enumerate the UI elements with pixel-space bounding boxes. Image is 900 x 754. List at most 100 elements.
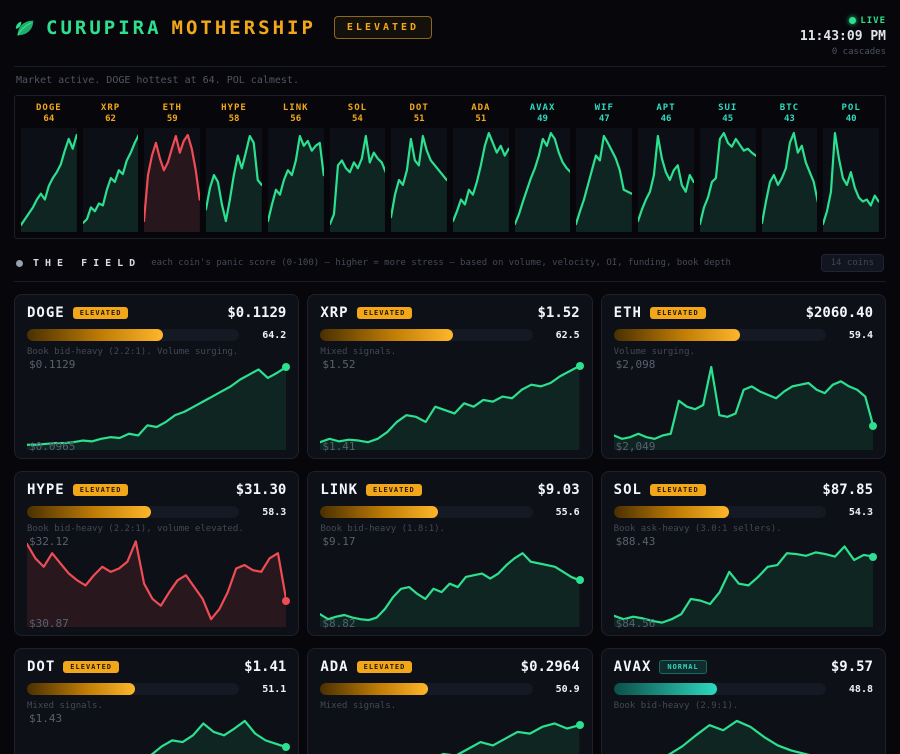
coin-price: $9.57 [830, 659, 873, 675]
ticker-cell[interactable]: DOGE 64 [21, 103, 77, 232]
ticker-score: 51 [413, 114, 425, 124]
panic-score-value: 54.3 [848, 506, 873, 518]
panic-score-bar-track [320, 329, 533, 341]
ticker-cell[interactable]: AVAX 49 [514, 103, 571, 232]
chart-low-label: $30.87 [29, 617, 69, 630]
chart-high-label: $9.17 [322, 535, 356, 548]
ticker-panel: DOGE 64 XRP 62 ETH 59 HYPE 58 LINK 56 SO… [14, 95, 886, 239]
panic-score-value: 59.4 [848, 329, 873, 341]
chart-last-point-dot [869, 422, 877, 431]
ticker-symbol: DOGE [36, 103, 62, 113]
panic-score-row: 54.3 [613, 506, 873, 518]
coin-card-header: SOL ELEVATED $87.85 [614, 482, 873, 498]
panic-score-row: 58.3 [27, 506, 286, 518]
coin-card-header: DOT ELEVATED $1.41 [27, 659, 286, 675]
ticker-strip: DOGE 64 XRP 62 ETH 59 HYPE 58 LINK 56 SO… [21, 103, 879, 232]
coin-price: $2060.40 [805, 305, 873, 321]
ticker-cell[interactable]: BTC 43 [761, 103, 818, 232]
chart-high-label: $1.43 [29, 712, 63, 725]
panic-score-bar-track [320, 506, 533, 518]
leaf-logo-icon [15, 20, 34, 36]
coin-caption: Book bid-heavy (1.8:1). [320, 524, 445, 534]
live-dot-icon [849, 17, 857, 24]
ticker-sparkline [576, 128, 633, 232]
ticker-sparkline [329, 128, 386, 232]
coin-price: $0.1129 [227, 305, 287, 321]
ticker-cell[interactable]: LINK 56 [267, 103, 324, 232]
ticker-cell[interactable]: APT 46 [638, 103, 694, 232]
panic-score-bar-fill [613, 683, 718, 695]
ticker-sparkline [453, 128, 509, 232]
ticker-sparkline [21, 128, 77, 232]
coin-card-header: ETH ELEVATED $2060.40 [614, 305, 873, 321]
panic-score-bar-track [613, 683, 826, 695]
coin-card[interactable]: ADA ELEVATED $0.2964 50.9 Mixed signals. [307, 648, 593, 754]
ticker-score: 47 [598, 114, 610, 124]
panic-score-bar-track [320, 683, 533, 695]
ticker-cell[interactable]: DOT 51 [391, 103, 447, 232]
panic-score-value: 64.2 [262, 329, 287, 341]
app-header: CURUPIRA MOTHERSHIP ELEVATED LIVE 11:43:… [14, 0, 886, 57]
panic-score-value: 62.5 [555, 329, 580, 341]
ticker-cell[interactable]: XRP 62 [82, 103, 139, 232]
ticker-cell[interactable]: POL 40 [823, 103, 879, 232]
panic-score-value: 58.3 [262, 506, 287, 518]
ticker-symbol: AVAX [529, 103, 556, 113]
coin-status-badge: NORMAL [659, 660, 707, 674]
coin-symbol: XRP [320, 305, 349, 321]
coin-price: $1.52 [537, 305, 580, 321]
coin-price: $31.30 [235, 482, 287, 498]
coin-price-chart: $1.52 $1.41 [320, 358, 584, 453]
ticker-sparkline [761, 128, 818, 232]
coin-status-badge: ELEVATED [72, 307, 129, 319]
chart-low-label: $1.41 [322, 440, 356, 453]
ticker-score: 40 [845, 114, 857, 124]
coin-card[interactable]: LINK ELEVATED $9.03 55.6 Book bid-heavy … [307, 471, 593, 636]
coin-card-header: LINK ELEVATED $9.03 [320, 482, 579, 498]
ticker-cell[interactable]: ADA 51 [453, 103, 509, 232]
coin-symbol: DOT [27, 659, 56, 675]
coin-price-chart: $1.43 [27, 712, 291, 754]
ticker-sparkline [514, 128, 571, 232]
coin-card[interactable]: DOT ELEVATED $1.41 51.1 Mixed signals. $… [14, 648, 300, 754]
app-title-secondary: MOTHERSHIP [171, 16, 316, 39]
ticker-sparkline [823, 128, 879, 232]
ticker-cell[interactable]: SOL 54 [329, 103, 386, 232]
coin-symbol: ADA [320, 659, 349, 675]
coin-price-chart [320, 714, 584, 754]
coin-card[interactable]: HYPE ELEVATED $31.30 58.3 Book bid-heavy… [14, 471, 300, 636]
ticker-cell[interactable]: HYPE 58 [206, 103, 262, 232]
panic-score-value: 55.6 [555, 506, 580, 518]
ticker-score: 54 [352, 114, 363, 124]
ticker-score: 56 [290, 114, 302, 124]
coin-card[interactable]: AVAX NORMAL $9.57 48.8 Book bid-heavy (2… [600, 648, 886, 754]
global-status-badge: ELEVATED [333, 16, 433, 39]
coin-status-badge: ELEVATED [356, 661, 413, 673]
coin-symbol: DOGE [27, 305, 65, 321]
coin-symbol: ETH [613, 305, 642, 321]
ticker-symbol: SOL [347, 103, 368, 113]
panic-score-value: 51.1 [262, 683, 287, 695]
panic-score-row: 62.5 [320, 329, 580, 341]
coin-card[interactable]: DOGE ELEVATED $0.1129 64.2 Book bid-heav… [14, 294, 300, 459]
panic-score-bar-fill [613, 506, 729, 518]
panic-score-bar-fill [27, 683, 136, 695]
chart-last-point-dot [869, 552, 877, 561]
coin-symbol: AVAX [613, 659, 652, 675]
chart-last-point-dot [282, 743, 291, 752]
coin-caption: Mixed signals. [320, 701, 397, 711]
coin-card-header: ADA ELEVATED $0.2964 [320, 659, 579, 675]
panic-score-row: 55.6 [320, 506, 580, 518]
coin-card[interactable]: ETH ELEVATED $2060.40 59.4 Volume surgin… [600, 294, 886, 459]
ticker-cell[interactable]: WIF 47 [576, 103, 633, 232]
ticker-cell[interactable]: SUI 45 [699, 103, 756, 232]
ticker-score: 64 [43, 114, 55, 124]
coin-status-badge: ELEVATED [649, 484, 706, 496]
coin-caption: Volume surging. [613, 347, 695, 357]
ticker-cell[interactable]: ETH 59 [144, 103, 201, 232]
live-label: LIVE [860, 16, 886, 26]
coin-card[interactable]: SOL ELEVATED $87.85 54.3 Book ask-heavy … [600, 471, 886, 636]
ticker-symbol: WIF [594, 103, 614, 113]
coin-card[interactable]: XRP ELEVATED $1.52 62.5 Mixed signals. $… [307, 294, 593, 459]
coin-price-chart [614, 714, 873, 754]
